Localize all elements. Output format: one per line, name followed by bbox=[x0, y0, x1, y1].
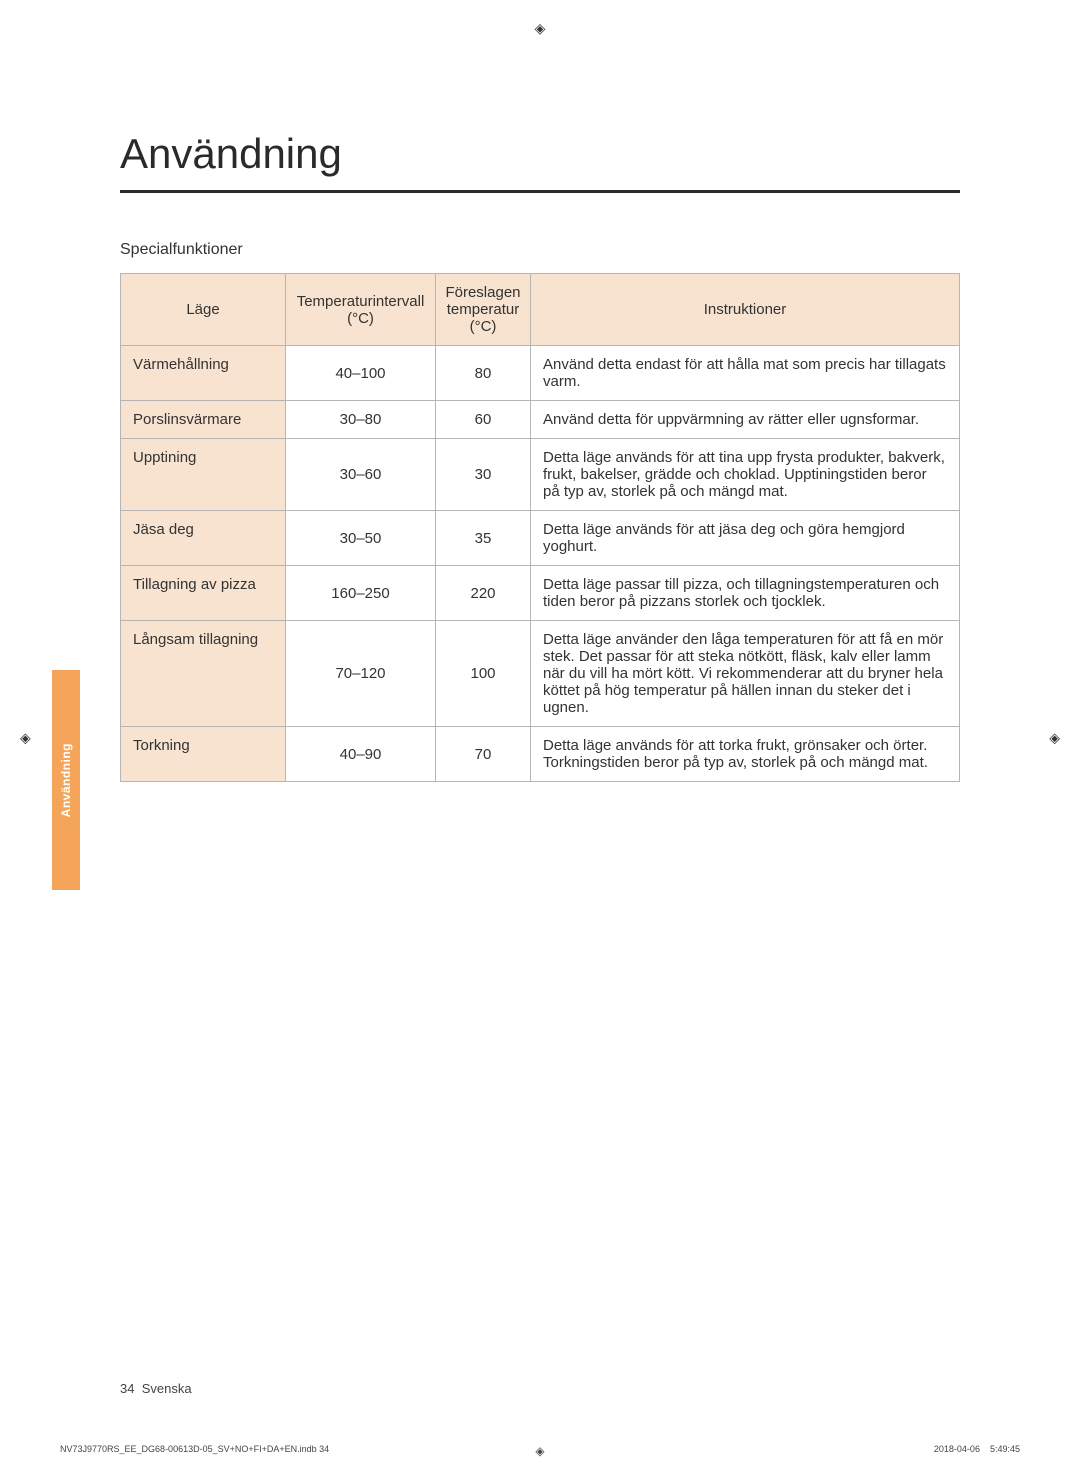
col-header-mode: Läge bbox=[121, 274, 286, 346]
cell-mode: Porslinsvärmare bbox=[121, 401, 286, 439]
crop-mark-bottom: ◈ bbox=[535, 1444, 544, 1458]
cell-range: 30–50 bbox=[286, 511, 436, 566]
print-filename: NV73J9770RS_EE_DG68-00613D-05_SV+NO+FI+D… bbox=[60, 1444, 329, 1454]
table-header-row: Läge Temperaturintervall (°C) Föreslagen… bbox=[121, 274, 960, 346]
crop-mark-top: ◈ bbox=[535, 20, 546, 37]
page-content: Användning Specialfunktioner Läge Temper… bbox=[0, 0, 1080, 782]
crop-mark-left: ◈ bbox=[20, 730, 31, 747]
col-header-instr: Instruktioner bbox=[531, 274, 960, 346]
page-number: 34 bbox=[120, 1381, 134, 1396]
cell-instr: Detta läge använder den låga temperature… bbox=[531, 621, 960, 727]
col-header-range: Temperaturintervall (°C) bbox=[286, 274, 436, 346]
functions-table: Läge Temperaturintervall (°C) Föreslagen… bbox=[120, 273, 960, 782]
cell-mode: Värmehållning bbox=[121, 346, 286, 401]
table-row: Torkning 40–90 70 Detta läge används för… bbox=[121, 727, 960, 782]
cell-instr: Detta läge används för att tina upp frys… bbox=[531, 439, 960, 511]
cell-instr: Använd detta endast för att hålla mat so… bbox=[531, 346, 960, 401]
side-tab: Användning bbox=[52, 670, 80, 890]
cell-mode: Tillagning av pizza bbox=[121, 566, 286, 621]
print-datetime: 2018-04-06 5:49:45 bbox=[934, 1444, 1020, 1454]
cell-range: 40–100 bbox=[286, 346, 436, 401]
table-row: Långsam tillagning 70–120 100 Detta läge… bbox=[121, 621, 960, 727]
page-lang: Svenska bbox=[142, 1381, 192, 1396]
cell-temp: 70 bbox=[436, 727, 531, 782]
table-row: Jäsa deg 30–50 35 Detta läge används för… bbox=[121, 511, 960, 566]
table-row: Värmehållning 40–100 80 Använd detta end… bbox=[121, 346, 960, 401]
cell-mode: Långsam tillagning bbox=[121, 621, 286, 727]
table-row: Porslinsvärmare 30–80 60 Använd detta fö… bbox=[121, 401, 960, 439]
cell-mode: Upptining bbox=[121, 439, 286, 511]
cell-instr: Detta läge används för att torka frukt, … bbox=[531, 727, 960, 782]
cell-mode: Torkning bbox=[121, 727, 286, 782]
cell-instr: Använd detta för uppvärmning av rätter e… bbox=[531, 401, 960, 439]
cell-range: 40–90 bbox=[286, 727, 436, 782]
page-title: Användning bbox=[120, 130, 960, 193]
table-row: Upptining 30–60 30 Detta läge används fö… bbox=[121, 439, 960, 511]
cell-temp: 80 bbox=[436, 346, 531, 401]
cell-temp: 220 bbox=[436, 566, 531, 621]
table-row: Tillagning av pizza 160–250 220 Detta lä… bbox=[121, 566, 960, 621]
cell-range: 160–250 bbox=[286, 566, 436, 621]
section-subtitle: Specialfunktioner bbox=[120, 241, 960, 259]
col-header-temp: Föreslagen temperatur (°C) bbox=[436, 274, 531, 346]
cell-instr: Detta läge används för att jäsa deg och … bbox=[531, 511, 960, 566]
cell-temp: 35 bbox=[436, 511, 531, 566]
cell-range: 30–80 bbox=[286, 401, 436, 439]
cell-range: 70–120 bbox=[286, 621, 436, 727]
cell-temp: 60 bbox=[436, 401, 531, 439]
page-footer: 34 Svenska bbox=[120, 1381, 192, 1396]
print-footer: NV73J9770RS_EE_DG68-00613D-05_SV+NO+FI+D… bbox=[60, 1444, 1020, 1454]
cell-temp: 100 bbox=[436, 621, 531, 727]
cell-temp: 30 bbox=[436, 439, 531, 511]
cell-instr: Detta läge passar till pizza, och tillag… bbox=[531, 566, 960, 621]
cell-range: 30–60 bbox=[286, 439, 436, 511]
cell-mode: Jäsa deg bbox=[121, 511, 286, 566]
crop-mark-right: ◈ bbox=[1049, 730, 1060, 747]
side-tab-label: Användning bbox=[59, 743, 73, 817]
